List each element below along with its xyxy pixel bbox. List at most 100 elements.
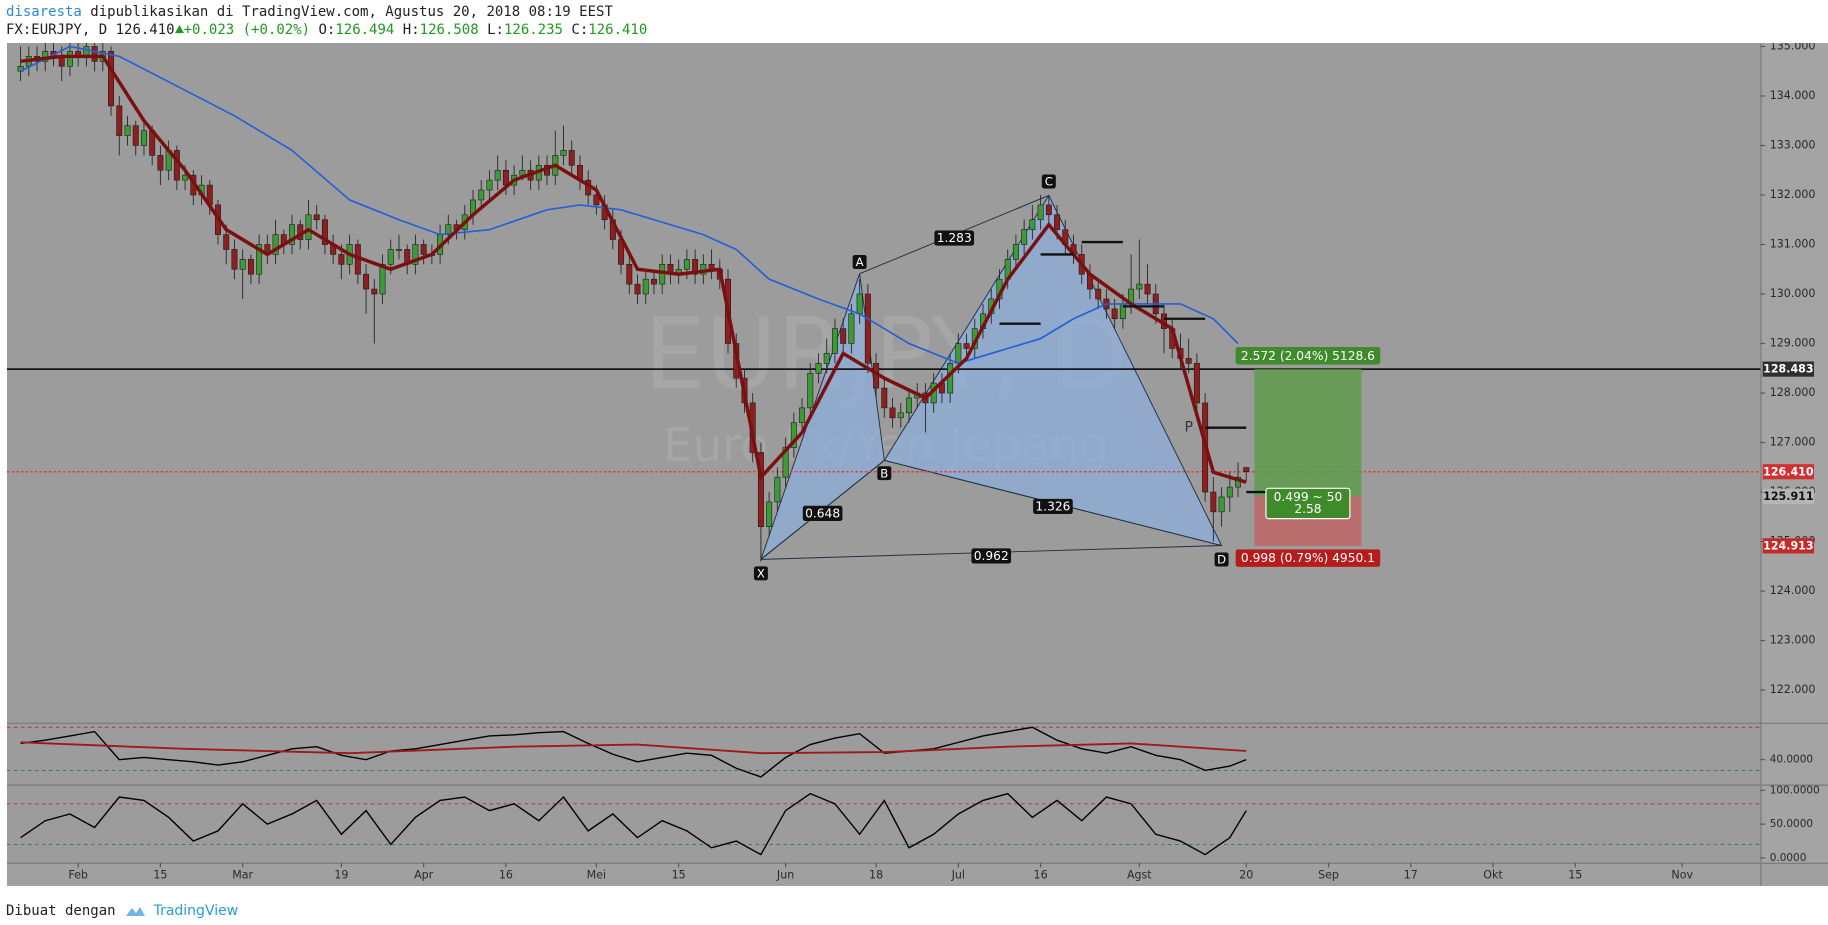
x-tick-label: 17 xyxy=(1404,869,1418,882)
candle-body xyxy=(815,363,822,374)
point-label: B xyxy=(880,466,888,480)
y-tick-label: 100.0000 xyxy=(1770,784,1820,796)
y-tick-label: 50.0000 xyxy=(1770,818,1813,830)
y-tick-label: 127.000 xyxy=(1770,436,1816,449)
candle-body xyxy=(1243,467,1250,473)
open-label: O: xyxy=(318,22,336,38)
candle-body xyxy=(790,422,797,448)
y-tick-label: 133.000 xyxy=(1770,138,1816,151)
candle-body xyxy=(1210,491,1217,513)
candle-body xyxy=(651,278,657,285)
candle-body xyxy=(247,259,254,275)
x-tick-label: Nov xyxy=(1671,869,1693,882)
quote-line: FX:EURJPY, D 126.410 +0.023 (+0.02%) O:12… xyxy=(6,21,1828,39)
candle-body xyxy=(305,214,312,240)
candle-body xyxy=(108,51,115,107)
ratio-box xyxy=(934,230,975,246)
publish-line: disaresta dipublikasikan di TradingView.… xyxy=(6,3,1828,21)
candle-body xyxy=(395,249,402,251)
candle-body xyxy=(124,125,131,136)
time-axis xyxy=(6,862,1828,886)
stop-label: 0.998 (0.79%) 4950.1 xyxy=(1241,551,1375,565)
x-tick-label: Sep xyxy=(1318,869,1339,882)
last-price: 126.410 xyxy=(115,22,175,38)
candle-body xyxy=(840,328,847,344)
x-tick-label: Okt xyxy=(1483,869,1503,882)
candle-body xyxy=(1218,496,1225,513)
candle-body xyxy=(371,288,378,295)
x-tick-label: 15 xyxy=(1568,869,1582,882)
candle-body xyxy=(502,169,509,186)
candle-body xyxy=(379,264,386,295)
candle-body xyxy=(313,214,320,221)
candle-body xyxy=(132,125,139,146)
candle-body xyxy=(807,372,814,409)
candle-body xyxy=(757,452,764,527)
indicator-line xyxy=(20,741,1247,755)
price-label-box xyxy=(1762,361,1815,377)
published: dipublikasikan di TradingView.com, Agust… xyxy=(90,4,613,20)
candle-body xyxy=(363,273,370,290)
price-label: 128.483 xyxy=(1763,363,1813,376)
x-tick-label: 16 xyxy=(1034,869,1048,882)
x-tick-label: Agst xyxy=(1127,869,1152,882)
pivot-label: P xyxy=(1184,420,1192,436)
candle-body xyxy=(387,249,394,265)
candle-body xyxy=(1037,204,1044,221)
candle-body xyxy=(66,51,73,67)
candle-body xyxy=(223,234,230,250)
candle-body xyxy=(782,447,789,478)
author[interactable]: disaresta xyxy=(6,4,82,20)
price-label-box xyxy=(1762,488,1815,505)
candle-body xyxy=(634,283,641,295)
ratio-info: 2.58 xyxy=(1294,502,1321,516)
brand[interactable]: TradingView xyxy=(153,902,239,919)
x-tick-label: 18 xyxy=(869,869,883,882)
target-zone xyxy=(1254,369,1362,497)
price-label: 125.911 xyxy=(1763,490,1813,503)
candle-body xyxy=(256,244,263,275)
point-label: A xyxy=(856,255,864,269)
candle-body xyxy=(519,169,526,176)
indicator-line xyxy=(20,792,1247,856)
moving-average xyxy=(20,45,1239,365)
candle-body xyxy=(412,244,419,265)
candle-body xyxy=(91,46,98,62)
candle-body xyxy=(272,234,279,255)
y-tick-label: 129.000 xyxy=(1770,337,1816,350)
point-label: D xyxy=(1217,553,1226,567)
low-value: 126.235 xyxy=(503,22,563,38)
x-tick-label: Jul xyxy=(951,869,965,882)
candle-body xyxy=(692,259,699,275)
candle-body xyxy=(955,343,962,364)
y-tick-label: 40.0000 xyxy=(1770,754,1813,766)
change: +0.023 (+0.02%) xyxy=(183,22,311,38)
candle-body xyxy=(906,397,912,414)
candle-body xyxy=(1045,204,1052,216)
candle-body xyxy=(856,293,863,315)
candle-body xyxy=(1111,308,1118,320)
x-tick-label: 20 xyxy=(1239,869,1253,882)
ratio-label: 0.648 xyxy=(805,506,840,520)
candle-body xyxy=(494,169,501,181)
candle-body xyxy=(1054,214,1061,230)
x-tick-label: Jun xyxy=(776,869,794,882)
ratio-label: 1.283 xyxy=(937,231,972,245)
candle-body xyxy=(420,244,427,255)
ratio-info: 0.499 ~ 50 xyxy=(1274,490,1343,504)
x-tick-label: Feb xyxy=(68,869,88,882)
close-value: 126.410 xyxy=(588,22,648,38)
brand-logo xyxy=(125,906,145,916)
candle-body xyxy=(848,313,855,344)
close-label: C: xyxy=(571,22,589,38)
x-tick-label: Mei xyxy=(587,869,606,882)
open-value: 126.494 xyxy=(335,22,395,38)
candle-body xyxy=(823,353,830,364)
ratio-label: 1.326 xyxy=(1035,500,1070,514)
y-tick-label: 131.000 xyxy=(1770,238,1816,251)
point-box xyxy=(852,255,867,270)
candle-body xyxy=(889,407,896,419)
x-tick-label: 19 xyxy=(334,869,348,882)
footer: Dibuat dengan TradingView xyxy=(0,886,1828,925)
